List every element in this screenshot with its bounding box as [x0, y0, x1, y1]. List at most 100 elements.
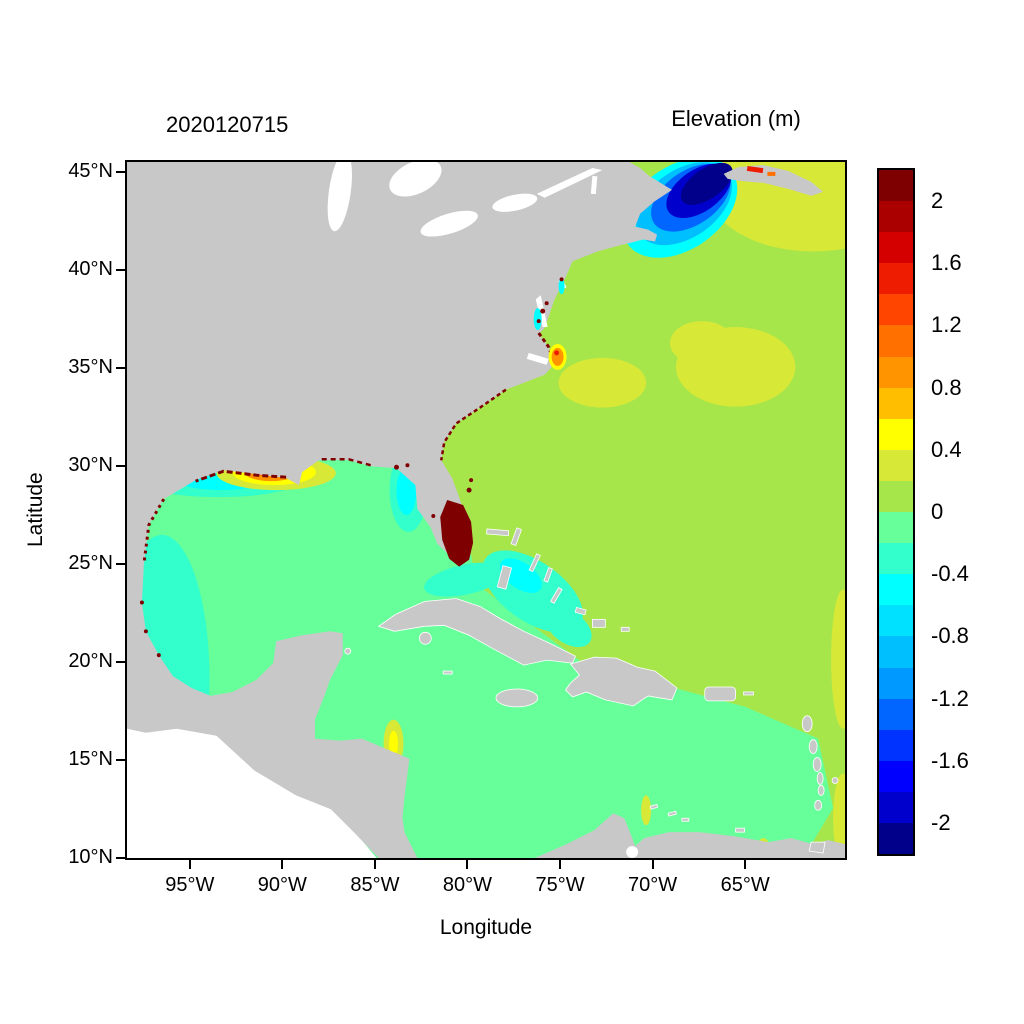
x-tick-label-75: 75°W	[535, 874, 585, 896]
grand-bahama-island	[486, 528, 510, 537]
pacific-no-data-region	[127, 724, 377, 858]
cozumel-island	[344, 647, 352, 655]
colorbar-tick-labels: 2 1.6 1.2 0.8 0.4 0 -0.4 -0.8 -1.2 -1.6 -2	[931, 170, 1011, 854]
cayman-islands	[442, 670, 453, 675]
x-tick-label-80: 80°W	[442, 874, 493, 896]
virginia-carolina-coast-fringe	[537, 332, 556, 362]
lake-michigan	[327, 162, 352, 232]
x-tick-mark-70	[651, 860, 654, 869]
chesapeake-speck-2	[536, 319, 541, 324]
colorbar-band-1	[879, 201, 913, 233]
colorbar-tick--1.2: -1.2	[931, 685, 969, 711]
colorbar-band-15	[879, 636, 913, 668]
martinique-island	[812, 757, 822, 772]
colorbar-band-14	[879, 605, 913, 637]
bahamas-banks-tail	[545, 607, 592, 648]
colorbar-band-20	[879, 791, 913, 823]
y-tick-mark-45	[116, 170, 125, 173]
hatteras-high-orange	[551, 347, 564, 366]
y-tick-mark-15	[116, 758, 125, 761]
colorbar-band-11	[879, 512, 913, 544]
maine-anomaly-core	[680, 162, 733, 205]
colorbar-band-9	[879, 449, 913, 481]
pamlico-sound	[526, 352, 549, 365]
colorbar-band-0	[879, 170, 913, 202]
eleuthera-island	[528, 553, 541, 573]
colorbar-tick-0: 0	[931, 499, 944, 524]
georgia-coast-fringe	[440, 388, 507, 461]
colorbar-band-21	[879, 822, 913, 855]
y-tick-mark-30	[116, 464, 125, 467]
elevation-map	[127, 162, 845, 858]
colorbar-title: Elevation (m)	[671, 106, 801, 131]
big-bend-speck-2	[405, 463, 410, 468]
x-tick-label-95: 95°W	[165, 874, 215, 896]
virgin-islands	[743, 691, 754, 696]
caribbean-islands	[344, 527, 839, 854]
long-island-bahamas	[550, 587, 563, 604]
great-inagua-island	[592, 618, 606, 628]
lake-maracaibo	[626, 846, 639, 858]
lake-ontario	[492, 193, 538, 212]
colorbar	[877, 168, 915, 856]
x-tick-label-90: 90°W	[257, 874, 307, 896]
nova-scotia-land	[723, 164, 824, 196]
colorbar-tick--0.4: -0.4	[931, 561, 969, 587]
delaware-low-sliver	[558, 278, 565, 295]
colorbar-band-12	[879, 543, 913, 575]
andros-island	[496, 565, 513, 590]
florida-coast-speck-2	[469, 478, 474, 483]
grenada-island	[814, 799, 823, 811]
hatteras-high-core	[554, 350, 560, 356]
colorbar-band-17	[879, 698, 913, 730]
colorbar-band-13	[879, 574, 913, 606]
florida-coast-speck-3	[431, 513, 436, 518]
louisiana-texas-coast-fringe	[195, 469, 287, 483]
margarita-island	[735, 827, 745, 833]
crooked-island	[574, 606, 587, 616]
x-tick-mark-90	[281, 860, 284, 869]
colorbar-band-7	[879, 387, 913, 419]
south-florida-high-anomaly	[440, 500, 474, 567]
east-edge-patch-1	[831, 589, 845, 729]
colorbar-band-6	[879, 356, 913, 388]
abaco-island	[510, 527, 523, 546]
barbados-island	[831, 777, 839, 784]
x-tick-mark-80	[466, 860, 469, 869]
hispaniola-island	[565, 656, 678, 707]
isle-of-youth-island	[418, 631, 432, 645]
inland-water	[327, 162, 639, 858]
y-tick-mark-40	[116, 268, 125, 271]
sargasso-patch-north	[669, 321, 734, 365]
bahamas-islands	[486, 527, 630, 632]
guadeloupe-island	[801, 715, 813, 733]
x-tick-mark-65	[744, 860, 747, 869]
dominica-island	[808, 739, 818, 754]
map-plot-area	[125, 160, 847, 860]
x-tick-mark-75	[559, 860, 562, 869]
bonaire-island	[681, 817, 690, 822]
trinidad-island	[808, 841, 826, 854]
colorbar-tick--0.8: -0.8	[931, 623, 969, 649]
chesapeake-speck-1	[540, 308, 546, 314]
honduras-coast-core	[389, 730, 398, 757]
colorbar-band-18	[879, 729, 913, 761]
north-america-land	[127, 162, 672, 858]
colorbar-band-5	[879, 325, 913, 357]
lake-champlain	[590, 175, 598, 195]
x-tick-label-65: 65°W	[720, 874, 770, 896]
puerto-rico-island	[704, 686, 737, 702]
mexico-coast-speck-3	[156, 653, 161, 658]
chesapeake-low-sliver	[533, 308, 542, 331]
colorbar-band-3	[879, 263, 913, 295]
nova-scotia-high-dot	[767, 171, 776, 176]
colorbar-band-2	[879, 232, 913, 264]
coastal-high-anomalies	[139, 165, 776, 658]
curacao-island	[667, 810, 677, 817]
lake-huron	[389, 162, 442, 197]
bahamas-banks-core	[499, 558, 542, 593]
sargasso-patch-west	[558, 357, 647, 408]
big-bend-speck-1	[394, 464, 399, 470]
st-lucia-island	[816, 772, 824, 785]
new-jersey-speck	[559, 277, 564, 282]
